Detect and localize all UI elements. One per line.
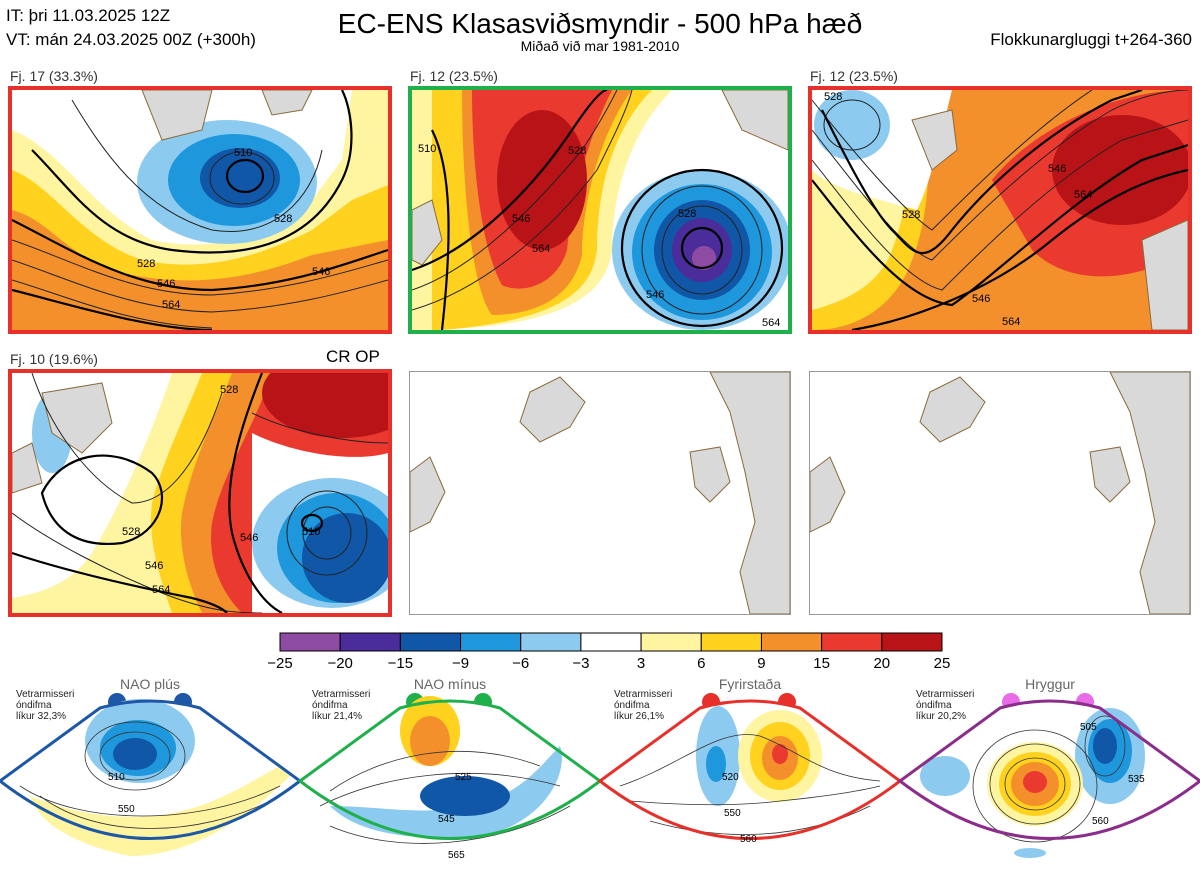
issue-time: IT: þri 11.03.2025 12Z	[6, 6, 171, 25]
nao-minus-contour-525: 525	[455, 772, 472, 783]
p4-contour-564: 564	[152, 584, 170, 596]
p1-contour-510: 510	[234, 147, 252, 159]
blocking-contour-520: 520	[722, 772, 739, 783]
p1-contour-528: 528	[137, 258, 155, 270]
p2-contour-546: 546	[512, 213, 530, 225]
panel-3-label: Fj. 12 (23.5%)	[810, 68, 898, 84]
p4-contour-510: 510	[302, 526, 320, 538]
p3-contour-564: 564	[1002, 316, 1020, 328]
nao-plus-contour-510: 510	[108, 772, 125, 783]
colorbar-tick-label: −9	[451, 655, 470, 672]
p2-contour-528: 528	[568, 145, 586, 157]
valid-time: VT: mán 24.03.2025 00Z (+300h)	[6, 30, 256, 49]
p3-contour-528: 528	[902, 209, 920, 221]
p2-contour-564: 564	[532, 243, 550, 255]
ridge-contour-505: 505	[1080, 722, 1097, 733]
cluster-panel-3: 528 546 564 528 546 564	[808, 86, 1192, 334]
colorbar-segment	[460, 632, 522, 652]
colorbar-segment	[279, 632, 341, 652]
p2-contour-528b: 528	[678, 208, 696, 220]
regime-name-blocking: Fyrirstaða	[718, 676, 782, 692]
p4-contour-528b: 528	[220, 384, 238, 396]
blocking-contour-560: 560	[740, 834, 757, 845]
p1-contour-546b: 546	[312, 266, 330, 278]
cluster-map-4: 528 546 564 546 528 510	[12, 373, 388, 613]
empty-panel-6	[809, 371, 1191, 615]
regime-maps: 510 550 525 545 565 520 55	[0, 696, 1200, 861]
p2-contour-510: 510	[418, 143, 436, 155]
nao-minus-contour-565: 565	[448, 850, 465, 861]
colorbar-segment	[399, 632, 462, 652]
colorbar-tick-label: 6	[697, 655, 706, 672]
p4-contour-546b: 546	[240, 532, 258, 544]
p3-contour-546b: 546	[1048, 163, 1066, 175]
regime-note-nao-minus: Vetrarmisseri óndifma líkur 21,4%	[312, 689, 371, 722]
p2-contour-564b: 564	[762, 317, 780, 329]
colorbar-segment	[640, 632, 702, 652]
regime-map-nao-minus: 525 545 565	[297, 696, 603, 861]
classification-window: Flokkunargluggi t+264-360	[990, 30, 1192, 49]
regime-name-ridge: Hryggur	[1025, 676, 1075, 692]
empty-map-6	[810, 372, 1190, 614]
colorbar	[279, 632, 943, 652]
colorbar-tick-label: −3	[572, 655, 590, 672]
p2-contour-546b: 546	[646, 289, 664, 301]
colorbar-segment	[520, 632, 582, 652]
ridge-contour-535: 535	[1128, 774, 1145, 785]
cluster-panel-4: 528 546 564 546 528 510	[8, 369, 392, 617]
colorbar-segment	[700, 632, 762, 652]
blocking-contour-550: 550	[724, 808, 741, 819]
colorbar-segment	[580, 632, 642, 652]
cluster-map-2: 510 528 546 564 528 546 564	[412, 90, 788, 330]
p3-contour-546: 546	[972, 293, 990, 305]
colorbar-tick-label: 20	[873, 655, 891, 672]
panel-2-label: Fj. 12 (23.5%)	[410, 68, 498, 84]
regime-note-blocking: Vetrarmisseri óndifma líkur 26,1%	[614, 689, 673, 722]
colorbar-segment	[760, 632, 823, 652]
p4-contour-528: 528	[122, 526, 140, 538]
cluster-map-1: 528 546 564 510 528 546	[12, 90, 388, 330]
regime-note-ridge: Vetrarmisseri óndifma líkur 20,2%	[916, 689, 975, 722]
cluster-panel-2: 510 528 546 564 528 546 564	[408, 86, 792, 334]
p1-contour-564: 564	[162, 299, 180, 311]
regime-name-nao-minus: NAO mínus	[413, 676, 487, 692]
chart-subtitle: Miðað við mar 1981-2010	[520, 38, 680, 54]
panel-1-label: Fj. 17 (33.3%)	[10, 68, 98, 84]
colorbar-tick-label: 9	[757, 655, 766, 672]
colorbar-tick-label: −20	[327, 655, 353, 672]
p1-contour-528b: 528	[274, 213, 292, 225]
p1-contour-546: 546	[157, 278, 175, 290]
regime-name-nao-plus: NAO plús	[120, 676, 180, 692]
ridge-contour-560: 560	[1092, 816, 1109, 827]
p3-contour-528b: 528	[824, 91, 842, 103]
colorbar-tick-label: 25	[933, 655, 951, 672]
colorbar-tick-label: 15	[813, 655, 830, 672]
empty-panel-5	[409, 371, 791, 615]
nao-plus-contour-550: 550	[118, 804, 135, 815]
empty-map-5	[410, 372, 790, 614]
colorbar-tick-label: −15	[387, 655, 414, 672]
colorbar-tick-label: −6	[512, 655, 530, 672]
cluster-panel-1: 528 546 564 510 528 546	[8, 86, 392, 334]
regime-note-nao-plus: Vetrarmisseri óndifma líkur 32,3%	[16, 689, 75, 722]
p3-contour-564b: 564	[1074, 189, 1092, 201]
colorbar-tick-label: −25	[267, 655, 293, 672]
colorbar-segment	[339, 632, 401, 652]
regime-map-ridge: 505 535 560	[897, 699, 1200, 858]
colorbar-tick-label: 3	[636, 655, 646, 672]
control-operational-tag: CR OP	[326, 347, 380, 366]
p4-contour-546: 546	[145, 560, 163, 572]
colorbar-segment	[821, 632, 883, 652]
cluster-map-3: 528 546 564 528 546 564	[812, 90, 1188, 330]
regime-map-nao-plus: 510 550	[0, 699, 303, 856]
colorbar-segment	[881, 632, 943, 652]
regime-map-blocking: 520 550 560	[597, 699, 903, 845]
chart-title: EC-ENS Klasasviðsmyndir - 500 hPa hæð	[337, 8, 863, 39]
nao-minus-contour-545: 545	[438, 814, 455, 825]
panel-4-label: Fj. 10 (19.6%)	[10, 351, 98, 367]
